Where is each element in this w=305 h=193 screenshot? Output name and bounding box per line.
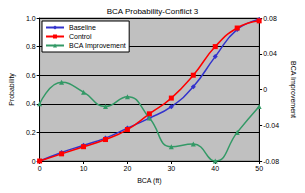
svg-text:Baseline: Baseline (69, 24, 96, 31)
svg-text:30: 30 (167, 165, 175, 172)
svg-text:20: 20 (124, 165, 132, 172)
svg-text:BCA Probability-Conflict 3: BCA Probability-Conflict 3 (107, 7, 199, 16)
svg-text:BCA Improvement: BCA Improvement (69, 42, 126, 50)
svg-text:0: 0 (38, 165, 42, 172)
svg-text:50: 50 (255, 165, 263, 172)
svg-text:Probability: Probability (8, 73, 16, 106)
svg-text:0.6: 0.6 (26, 72, 36, 79)
svg-text:BCA Improvement: BCA Improvement (289, 61, 297, 118)
svg-text:0.8: 0.8 (26, 43, 36, 50)
svg-text:-0.04: -0.04 (263, 122, 279, 129)
svg-text:1.0: 1.0 (26, 15, 36, 22)
svg-text:0.4: 0.4 (26, 100, 36, 107)
svg-text:-0.08: -0.08 (263, 158, 279, 165)
svg-text:0: 0 (263, 86, 267, 93)
svg-text:0.08: 0.08 (263, 15, 277, 22)
svg-text:Control: Control (69, 33, 92, 40)
svg-text:BCA (ft): BCA (ft) (137, 177, 162, 185)
svg-text:0: 0 (32, 158, 36, 165)
svg-text:0.04: 0.04 (263, 50, 277, 57)
svg-text:0.2: 0.2 (26, 129, 36, 136)
svg-text:10: 10 (80, 165, 88, 172)
svg-text:40: 40 (211, 165, 219, 172)
